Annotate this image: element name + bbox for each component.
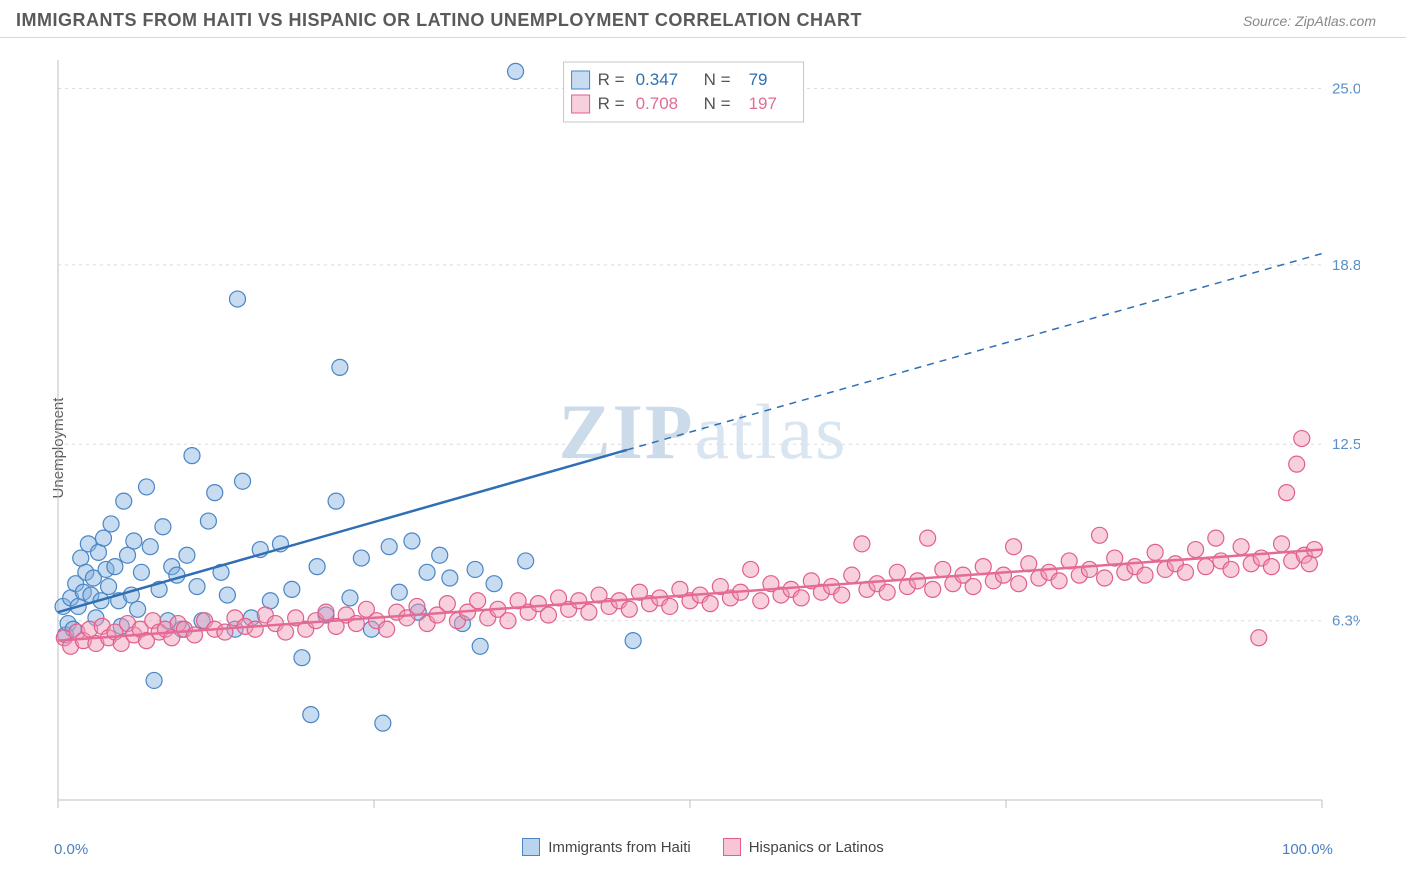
scatter-plot: 6.3% 12.5% 18.8% 25.0% R = 0.347 N = 79 R = 0.708…: [40, 48, 1360, 838]
legend-item-haiti: Immigrants from Haiti: [522, 838, 691, 856]
legend-label: Immigrants from Haiti: [548, 839, 691, 856]
svg-text:N =: N =: [704, 94, 731, 113]
legend-item-hispanic: Hispanics or Latinos: [723, 838, 884, 856]
svg-text:0.347: 0.347: [636, 70, 679, 89]
legend-label: Hispanics or Latinos: [749, 839, 884, 856]
svg-text:0.708: 0.708: [636, 94, 679, 113]
svg-text:R =: R =: [598, 70, 625, 89]
svg-text:25.0%: 25.0%: [1332, 80, 1360, 97]
legend-swatch-hispanic: [723, 838, 741, 856]
legend-swatch-haiti: [522, 838, 540, 856]
svg-text:R =: R =: [598, 94, 625, 113]
svg-text:N =: N =: [704, 70, 731, 89]
svg-text:18.8%: 18.8%: [1332, 257, 1360, 274]
chart-title: IMMIGRANTS FROM HAITI VS HISPANIC OR LAT…: [16, 10, 862, 31]
svg-text:12.5%: 12.5%: [1332, 436, 1360, 453]
svg-text:79: 79: [749, 70, 768, 89]
source-attribution: Source: ZipAtlas.com: [1243, 13, 1376, 29]
svg-text:197: 197: [749, 94, 777, 113]
bottom-legend: Immigrants from Haiti Hispanics or Latin…: [0, 838, 1406, 856]
chart-area: Unemployment ZIPatlas 6.3%12.5%18.8%25.0…: [0, 38, 1406, 858]
svg-text:6.3%: 6.3%: [1332, 613, 1360, 630]
